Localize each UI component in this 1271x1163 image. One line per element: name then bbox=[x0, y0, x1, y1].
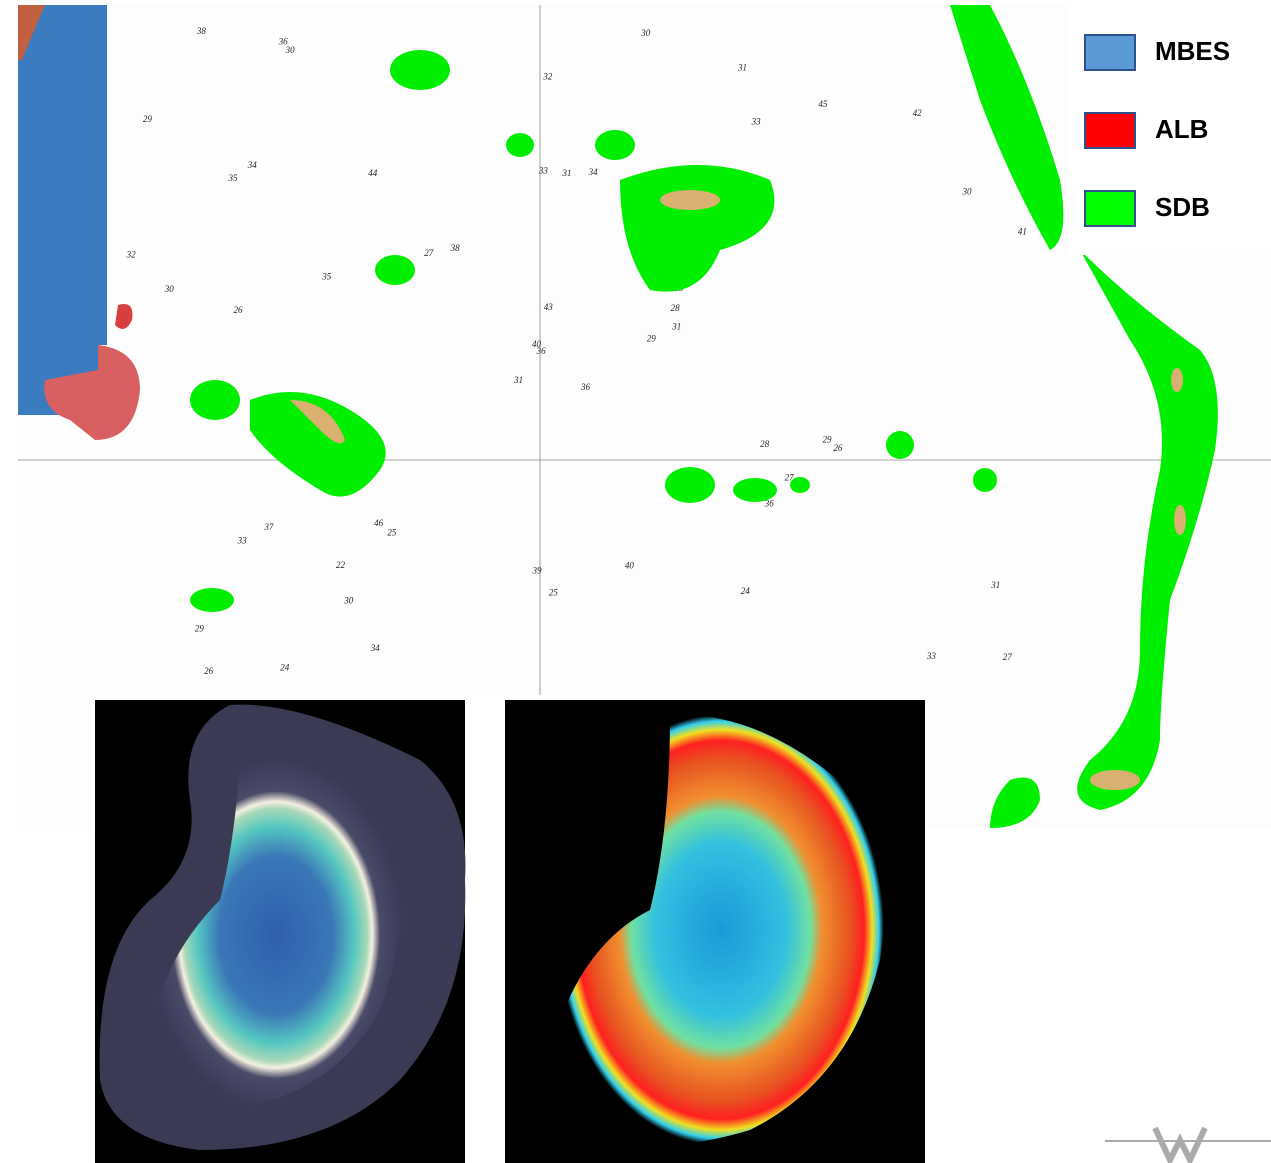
depth-sounding: 40 bbox=[532, 339, 542, 349]
depth-sounding: 45 bbox=[818, 99, 828, 109]
depth-sounding: 37 bbox=[263, 522, 274, 532]
depth-sounding: 24 bbox=[280, 663, 290, 673]
depth-sounding: 27 bbox=[424, 248, 434, 258]
depth-sounding: 33 bbox=[237, 536, 248, 546]
depth-sounding: 31 bbox=[737, 63, 747, 73]
depth-sounding: 30 bbox=[164, 284, 175, 294]
logo bbox=[1105, 1128, 1271, 1160]
depth-sounding: 25 bbox=[387, 528, 397, 538]
depth-sounding: 38 bbox=[196, 26, 207, 36]
depth-sounding: 36 bbox=[580, 382, 591, 392]
depth-sounding: 34 bbox=[247, 160, 257, 170]
depth-sounding: 30 bbox=[640, 28, 651, 38]
nautical-chart bbox=[18, 695, 98, 825]
depth-sounding: 29 bbox=[143, 114, 153, 124]
depth-sounding: 34 bbox=[370, 643, 381, 653]
depth-sounding: 29 bbox=[823, 435, 833, 445]
legend-swatch bbox=[1085, 113, 1135, 148]
depth-sounding: 28 bbox=[671, 303, 681, 313]
depth-sounding: 31 bbox=[513, 375, 523, 385]
depth-sounding: 42 bbox=[913, 108, 923, 118]
depth-sounding: 33 bbox=[751, 116, 762, 126]
depth-sounding: 22 bbox=[336, 560, 346, 570]
legend-label: SDB bbox=[1155, 192, 1210, 222]
depth-sounding: 36 bbox=[278, 37, 289, 47]
depth-sounding: 38 bbox=[450, 243, 461, 253]
depth-sounding: 30 bbox=[343, 596, 354, 606]
mbes-coverage bbox=[18, 5, 107, 345]
depth-sounding: 30 bbox=[962, 187, 973, 197]
legend-swatch bbox=[1085, 191, 1135, 226]
legend-label: MBES bbox=[1155, 36, 1230, 66]
depth-sounding: 41 bbox=[1018, 227, 1027, 237]
depth-sounding: 33 bbox=[926, 651, 937, 661]
depth-sounding: 26 bbox=[833, 443, 843, 453]
depth-sounding: 31 bbox=[562, 168, 572, 178]
depth-sounding: 28 bbox=[760, 439, 770, 449]
depth-sounding: 29 bbox=[647, 334, 657, 344]
depth-sounding: 26 bbox=[234, 305, 244, 315]
depth-sounding: 39 bbox=[532, 565, 543, 575]
legend: MBES ALB SDB bbox=[1085, 35, 1230, 226]
depth-sounding: 35 bbox=[321, 272, 332, 282]
figure: 36 35 36 30 28 25 31 34 33 29 30 27 26 32 31 28 24 33 35 37… bbox=[0, 0, 1271, 1163]
depth-sounding: 32 bbox=[542, 72, 553, 82]
depth-sounding: 33 bbox=[538, 166, 549, 176]
depth-sounding: 27 bbox=[1003, 652, 1013, 662]
depth-sounding: 32 bbox=[126, 250, 137, 260]
depth-sounding: 26 bbox=[204, 666, 214, 676]
legend-swatch bbox=[1085, 35, 1135, 70]
depth-sounding: 43 bbox=[544, 302, 554, 312]
depth-sounding: 31 bbox=[990, 580, 1000, 590]
depth-sounding: 34 bbox=[588, 167, 599, 177]
depth-sounding: 31 bbox=[671, 322, 681, 332]
depth-sounding: 24 bbox=[741, 586, 751, 596]
depth-sounding: 25 bbox=[549, 588, 559, 598]
depth-sounding: 44 bbox=[368, 168, 378, 178]
depth-sounding: 29 bbox=[195, 623, 205, 633]
legend-label: ALB bbox=[1155, 114, 1208, 144]
depth-sounding: 40 bbox=[625, 560, 635, 570]
depth-sounding: 35 bbox=[228, 173, 239, 183]
depth-sounding: 46 bbox=[374, 518, 384, 528]
